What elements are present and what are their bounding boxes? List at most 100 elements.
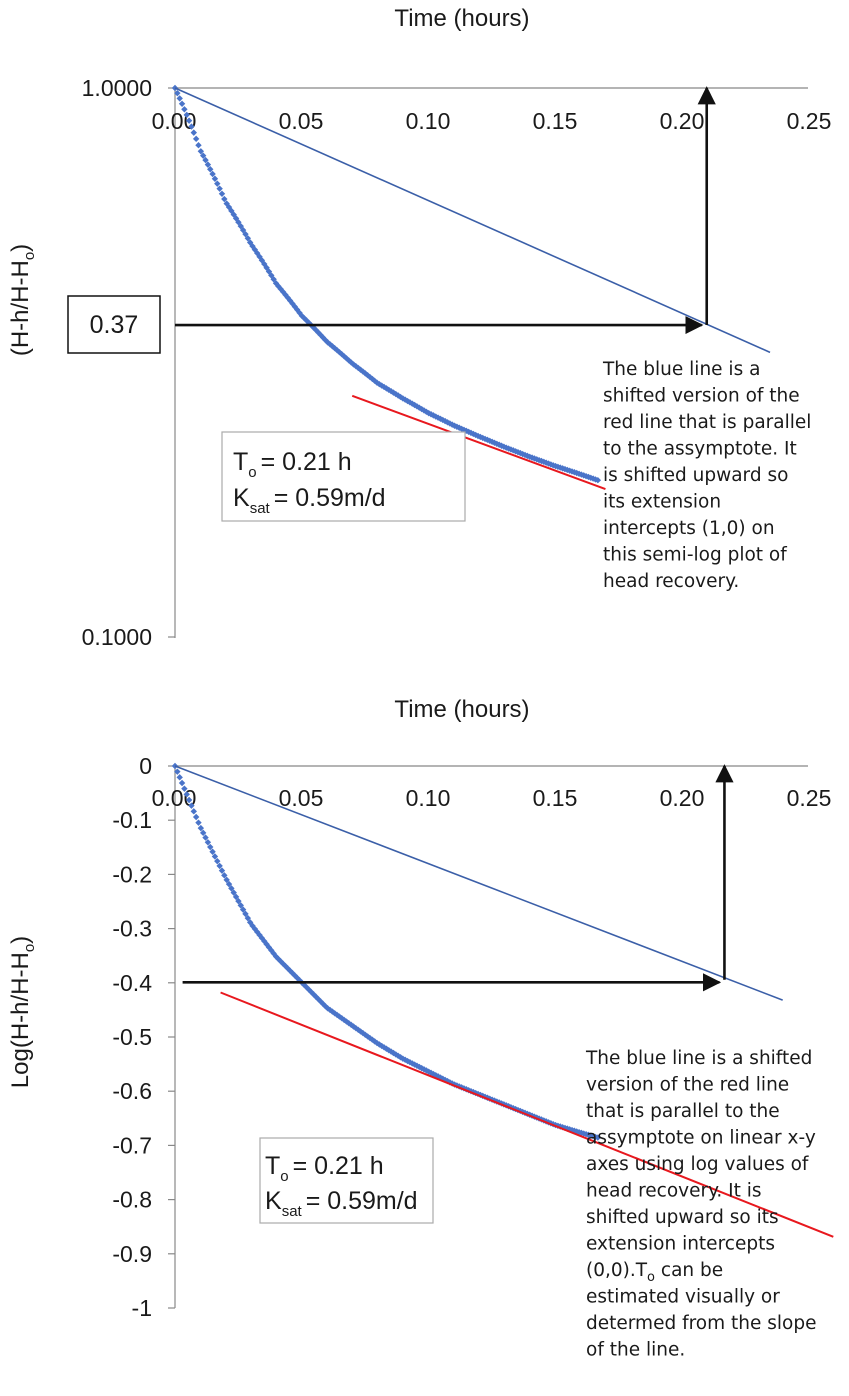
data-point (199, 152, 207, 159)
data-point (239, 906, 247, 913)
data-point (246, 919, 254, 926)
data-point (207, 843, 214, 851)
data-point (296, 977, 303, 984)
data-point (232, 893, 240, 901)
data-point (202, 834, 209, 841)
top-annotation: The blue line is a shifted version of the… (602, 359, 811, 592)
bottom-x-tick-0.05: 0.05 (279, 785, 324, 811)
data-point (214, 180, 221, 187)
bottom-y-tick-label: -0.9 (112, 1241, 152, 1267)
bottom-red-line (220, 991, 834, 1238)
data-point (209, 170, 216, 178)
bottom-x-tick-0.20: 0.20 (660, 785, 705, 811)
data-point (512, 448, 519, 455)
data-point (216, 862, 223, 870)
bottom-t-param: To = 0.21 h (265, 1152, 384, 1185)
data-point (181, 785, 188, 792)
top-y-axis-title: (H-h/H-Ho) (7, 244, 38, 356)
data-point (183, 791, 190, 798)
data-point (185, 796, 193, 804)
data-point (190, 129, 197, 136)
top-value-box-text: 0.37 (90, 311, 139, 339)
data-point (195, 819, 202, 826)
data-point (174, 89, 181, 97)
data-point (185, 117, 193, 124)
data-point (317, 998, 324, 1005)
data-point (237, 222, 244, 230)
data-point (174, 768, 181, 775)
data-point (242, 910, 249, 918)
data-point (256, 931, 263, 939)
data-point (197, 824, 205, 832)
data-point (202, 156, 209, 164)
bottom-data-points (171, 762, 602, 1141)
bottom-y-tick-label: -0.1 (112, 807, 152, 833)
data-point (221, 872, 228, 879)
top-x-tick-0.10: 0.10 (406, 108, 451, 134)
data-point (338, 1015, 345, 1022)
data-point (178, 779, 186, 787)
data-point (209, 848, 216, 855)
data-point (258, 934, 266, 942)
data-point (315, 995, 322, 1003)
data-point (322, 1002, 329, 1010)
data-point (343, 1018, 350, 1025)
data-point (221, 195, 228, 203)
bottom-y-tick-label: 0 (139, 753, 152, 779)
data-point (336, 1013, 343, 1020)
data-point (291, 972, 299, 979)
data-point (319, 1000, 327, 1008)
data-point (340, 1016, 348, 1024)
data-point (223, 876, 230, 884)
data-point (244, 235, 252, 242)
data-point (216, 185, 223, 192)
chart-bottom: Time (hours) Log(H-h/H-Ho) 0 -0.1 -0.2 -0.3… (7, 696, 834, 1361)
top-value-box (67, 295, 161, 354)
bottom-x-tick-0.10: 0.10 (406, 785, 451, 811)
data-point (286, 967, 294, 974)
data-point (249, 922, 256, 930)
data-point (192, 135, 200, 143)
bottom-plot-marks (171, 762, 834, 1238)
bottom-y-tick-label: -0.2 (112, 861, 152, 887)
data-point (183, 111, 190, 119)
bottom-y-tick-label: -0.8 (112, 1187, 152, 1213)
data-point (204, 839, 212, 846)
data-point (345, 1019, 353, 1027)
bottom-x-tick-0.25: 0.25 (787, 785, 832, 811)
data-point (312, 993, 320, 1000)
data-point (207, 166, 214, 173)
top-plot-marks (171, 84, 771, 490)
top-k-param: Ksat = 0.59m/d (233, 484, 386, 517)
data-point (214, 857, 221, 865)
data-point (204, 161, 212, 168)
bottom-annotation: The blue line is a shifted version of the… (585, 1048, 816, 1361)
data-point (181, 106, 188, 113)
top-red-line (351, 394, 606, 490)
data-point (507, 446, 515, 453)
data-point (235, 897, 242, 905)
chart-top: Time (hours) (H-h/H-Ho) 1.0000 0.1000 0.… (7, 5, 831, 650)
top-y-tick-0.1: 0.1000 (82, 624, 152, 650)
svg-text:Log(H-h/H-Ho): Log(H-h/H-Ho) (7, 936, 38, 1088)
top-x-tick-0.20: 0.20 (660, 108, 705, 134)
top-data-points (171, 84, 602, 484)
data-point (192, 813, 200, 821)
svg-text:(H-h/H-Ho): (H-h/H-Ho) (7, 244, 38, 356)
top-x-axis-title: Time (hours) (394, 5, 529, 32)
bottom-y-ticks: 0 -0.1 -0.2 -0.3 -0.4 -0.5 -0.6 -0.7 -0.8 -0.9 -1 (112, 753, 175, 1321)
bottom-y-tick-label: -0.4 (112, 970, 152, 996)
bottom-blue-line (174, 765, 783, 1001)
data-point (244, 914, 252, 922)
bottom-y-tick-label: -0.7 (112, 1132, 152, 1158)
top-parameter-box (221, 431, 466, 522)
data-point (176, 774, 183, 781)
data-point (242, 230, 249, 238)
data-point (225, 880, 233, 888)
top-blue-line (174, 87, 771, 354)
data-point (237, 902, 244, 909)
data-point (218, 867, 226, 874)
bottom-y-tick-label: -1 (132, 1295, 152, 1321)
data-point (218, 190, 226, 197)
